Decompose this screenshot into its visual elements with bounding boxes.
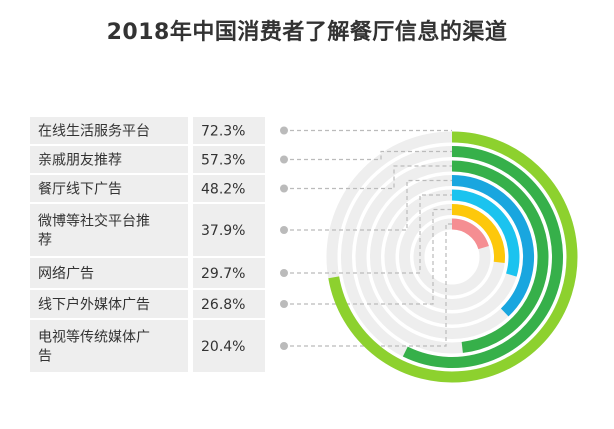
value-label: 20.4% (201, 339, 245, 355)
category-label-cell (30, 290, 188, 318)
category-label-cell (30, 146, 188, 173)
ring-bar (402, 146, 563, 368)
leader-dot (280, 226, 288, 234)
ring-bar (328, 131, 578, 383)
category-label-cell (30, 320, 188, 372)
value-label: 37.9% (201, 223, 245, 239)
value-label: 48.2% (201, 182, 245, 198)
category-label: 网络广告 (38, 266, 94, 282)
ring-bar (451, 175, 534, 317)
category-labels: 在线生活服务平台 72.3% 亲戚朋友推荐 57.3% 餐厅线下广告 48.2% 微博等社交… (30, 117, 265, 372)
value-label-cell (193, 290, 265, 318)
value-label-cell (193, 117, 265, 144)
leader-line (290, 165, 452, 190)
leader-lines (280, 126, 452, 350)
leader-dot (280, 342, 288, 350)
leader-line (290, 150, 452, 161)
value-label: 26.8% (201, 297, 245, 313)
leader-line (290, 208, 452, 305)
value-label-cell (193, 258, 265, 288)
leader-dot (280, 269, 288, 277)
value-label-cell (193, 320, 265, 372)
category-label: 微博等社交平台推 (38, 213, 150, 230)
category-label-cell (30, 258, 188, 288)
leader-line (290, 194, 452, 274)
value-label: 29.7% (201, 266, 245, 282)
leader-dot (280, 184, 288, 193)
category-label: 电视等传统媒体广 (38, 329, 150, 346)
category-label: 线下户外媒体广告 (38, 296, 150, 313)
value-label: 57.3% (201, 153, 245, 169)
category-label-cell (30, 175, 188, 202)
category-label: 告 (38, 349, 52, 365)
ring-bar (451, 218, 489, 250)
leader-dot (280, 300, 288, 308)
value-label: 72.3% (201, 124, 245, 140)
leader-line (290, 179, 452, 231)
value-label-cell (193, 146, 265, 173)
category-label: 在线生活服务平台 (38, 124, 150, 140)
category-label: 餐厅线下广告 (38, 182, 122, 198)
value-label-cell (193, 204, 265, 256)
ring-bar (451, 189, 520, 277)
category-label: 荐 (38, 233, 52, 249)
category-label-cell (30, 204, 188, 256)
category-label: 亲戚朋友推荐 (38, 153, 122, 169)
leader-dot (280, 155, 288, 164)
ring-bar (451, 204, 505, 263)
value-label-cell (193, 175, 265, 202)
leader-dot (280, 126, 288, 135)
ring-bar (451, 160, 549, 353)
chart-title: 2018年中国消费者了解餐厅信息的渠道 (106, 20, 508, 45)
ring-bars (328, 131, 578, 383)
category-label-cell (30, 117, 188, 144)
